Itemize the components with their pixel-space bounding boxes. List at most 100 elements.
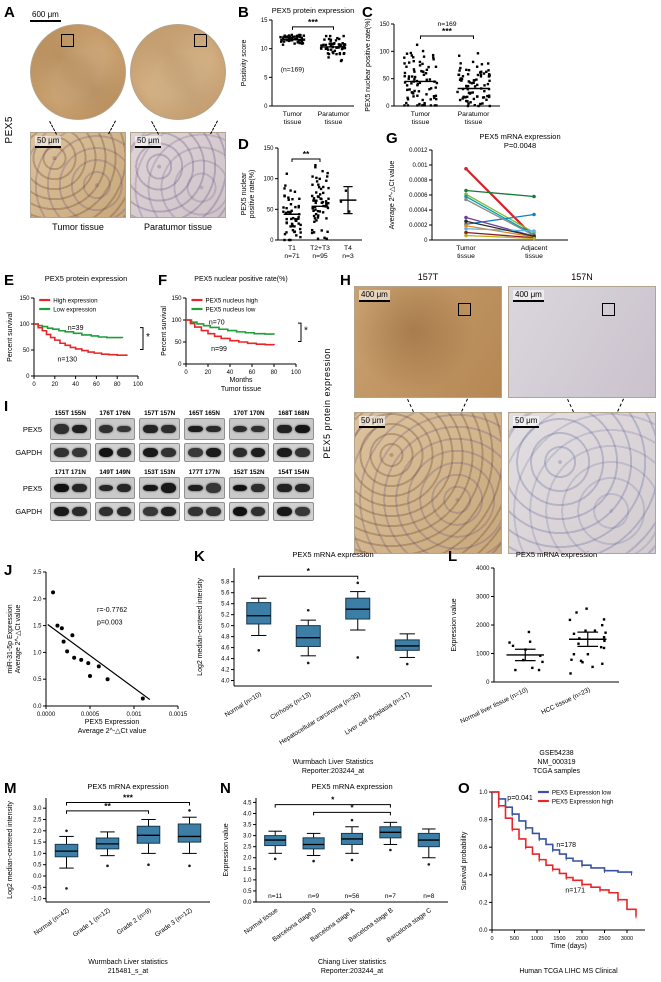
chart-svg-N: 0.0 0.5 1.0 1.5 2.0 2.5 3.0 3.5 4.0 4.5 PEX5 mRNA … <box>223 782 448 975</box>
svg-text:1.5: 1.5 <box>33 624 42 630</box>
caption-paratumor-tissue: Paratumor tissue <box>143 222 213 232</box>
svg-text:Expression value: Expression value <box>451 598 458 651</box>
western-blot <box>139 502 180 521</box>
blot-band <box>188 484 203 492</box>
sample-title-157T: 157T <box>417 272 439 282</box>
svg-text:Percent survival: Percent survival <box>7 312 14 362</box>
blot-band <box>161 448 176 457</box>
chart-gse54238-scatter: 0 1000 2000 3000 4000 PEX5 mRNA expression Exp… <box>448 548 657 778</box>
svg-text:50: 50 <box>267 207 274 213</box>
western-blot <box>94 477 136 499</box>
blot-band <box>98 485 114 491</box>
svg-text:n=99: n=99 <box>211 346 227 353</box>
blot-band <box>143 484 159 492</box>
chart-svg-M: -1.0 -0.5 0.0 0.5 1.0 1.5 2.0 2.5 3.0 PEX5 mRNA e… <box>7 782 210 975</box>
svg-text:n=39: n=39 <box>68 325 84 332</box>
svg-text:1.5: 1.5 <box>243 867 252 873</box>
svg-text:2000: 2000 <box>576 936 588 942</box>
sample-title-157N: 157N <box>571 272 593 282</box>
ihc-157T-overview-image: 400 μm <box>354 286 502 398</box>
svg-text:PEX5 mRNA expression: PEX5 mRNA expression <box>516 550 597 559</box>
svg-text:Wurmbach Liver Statistics: Wurmbach Liver Statistics <box>293 759 374 766</box>
svg-text:50: 50 <box>23 348 30 354</box>
panel-letter: G <box>386 130 398 147</box>
svg-text:tissue: tissue <box>457 253 475 260</box>
panel-I: I 155T 155N 176T 176N 157T 157N 165T 165N 17… <box>4 398 314 560</box>
svg-text:4000: 4000 <box>476 566 490 572</box>
scale-bar-400um: 400 μm <box>513 290 544 302</box>
blot-band <box>116 448 132 457</box>
panel-O: O 0.0 0.2 0.4 0.6 0.8 1.0 0 500 1000 1500 2000 2500… <box>458 780 657 978</box>
svg-text:PEX5 nuclear: PEX5 nuclear <box>241 172 248 215</box>
svg-text:3.5: 3.5 <box>243 823 252 829</box>
ihc-tumor-zoom-image: 50 μm <box>30 132 126 218</box>
blot-band <box>295 484 310 492</box>
western-blot <box>273 502 314 521</box>
blot-pair-label: 154T 154N <box>278 469 310 476</box>
chart-svg-C: 0 50 100 150 PEX5 nuclear positive rate(%) Tu… <box>365 18 500 126</box>
blot-pair-label: 176T 176N <box>99 410 131 417</box>
svg-text:*: * <box>307 566 311 576</box>
svg-text:Survival probability: Survival probability <box>461 831 468 890</box>
panel-letter: J <box>4 562 13 579</box>
panel-B: B 0 5 10 15 PEX5 protein expression Positivit… <box>238 4 360 134</box>
connector-dash <box>567 399 574 413</box>
blot-band <box>161 424 176 434</box>
svg-text:**: ** <box>303 149 310 159</box>
blot-band <box>205 425 221 433</box>
svg-text:0.001: 0.001 <box>412 163 428 169</box>
svg-text:T1: T1 <box>288 245 296 252</box>
svg-text:0.5: 0.5 <box>33 863 42 869</box>
panel-E: E 0 50 100 150 0 20 40 60 80 100 PEX5 protein expr… <box>4 272 156 396</box>
western-blot <box>50 418 91 440</box>
blot-band <box>188 425 203 433</box>
chart-svg-B: 0 5 10 15 PEX5 protein expression Positivity … <box>241 6 354 126</box>
svg-text:0: 0 <box>486 680 490 686</box>
blot-band <box>161 483 176 493</box>
svg-text:r=-0.7762: r=-0.7762 <box>97 607 127 614</box>
svg-text:Normal (n=10): Normal (n=10) <box>224 691 263 719</box>
svg-text:40: 40 <box>72 382 79 388</box>
svg-text:0.0002: 0.0002 <box>409 223 428 229</box>
svg-text:tissue: tissue <box>412 119 430 126</box>
svg-text:tissue: tissue <box>465 119 483 126</box>
panel-D: D 0 50 100 150 PEX5 nuclear positive rate(%) T… <box>238 136 368 270</box>
panel-letter: D <box>238 136 249 153</box>
chart-barcelona-box: 0.0 0.5 1.0 1.5 2.0 2.5 3.0 3.5 4.0 4.5 PEX5 mRNA … <box>220 780 456 978</box>
svg-text:-1.0: -1.0 <box>31 897 42 903</box>
svg-text:T4: T4 <box>344 245 352 252</box>
svg-text:0: 0 <box>264 104 268 110</box>
svg-text:5: 5 <box>264 75 268 81</box>
svg-text:Months: Months <box>230 377 253 384</box>
blot-band <box>295 507 310 516</box>
svg-text:Cirrhosis (n=13): Cirrhosis (n=13) <box>269 691 312 722</box>
blot-band <box>277 424 293 434</box>
chart-nuclear-rate-by-stage: 0 50 100 150 PEX5 nuclear positive rate(%) T1 n… <box>238 136 368 270</box>
svg-text:n=56: n=56 <box>345 893 360 900</box>
svg-text:Positivity score: Positivity score <box>241 40 248 87</box>
svg-text:0.6: 0.6 <box>479 845 488 851</box>
svg-text:1.5: 1.5 <box>33 840 42 846</box>
western-blot <box>228 418 270 440</box>
svg-text:Time (days): Time (days) <box>550 943 587 950</box>
blot-band <box>116 484 132 492</box>
svg-text:4.6: 4.6 <box>221 646 230 652</box>
svg-text:Paratumor: Paratumor <box>458 111 490 118</box>
svg-text:Expression value: Expression value <box>223 823 230 876</box>
scale-bar-50um: 50 μm <box>513 416 540 428</box>
protein-label: GAPDH <box>15 448 42 457</box>
blot-band <box>98 448 114 457</box>
ihc-paratumor-zoom-image: 50 μm <box>130 132 226 218</box>
svg-text:n=9: n=9 <box>308 893 319 900</box>
svg-text:P=0.0048: P=0.0048 <box>504 141 536 150</box>
panel-A: A 600 μm PEX5 50 μm 50 μm Tumor tissue P… <box>4 4 234 268</box>
blot-band <box>250 425 266 433</box>
svg-text:*: * <box>331 795 335 805</box>
svg-text:0: 0 <box>178 362 182 368</box>
inset-box-icon <box>602 303 615 316</box>
svg-text:Tumor: Tumor <box>411 111 431 118</box>
svg-text:Reporter:203244_at: Reporter:203244_at <box>302 768 364 775</box>
blot-band <box>188 448 203 457</box>
